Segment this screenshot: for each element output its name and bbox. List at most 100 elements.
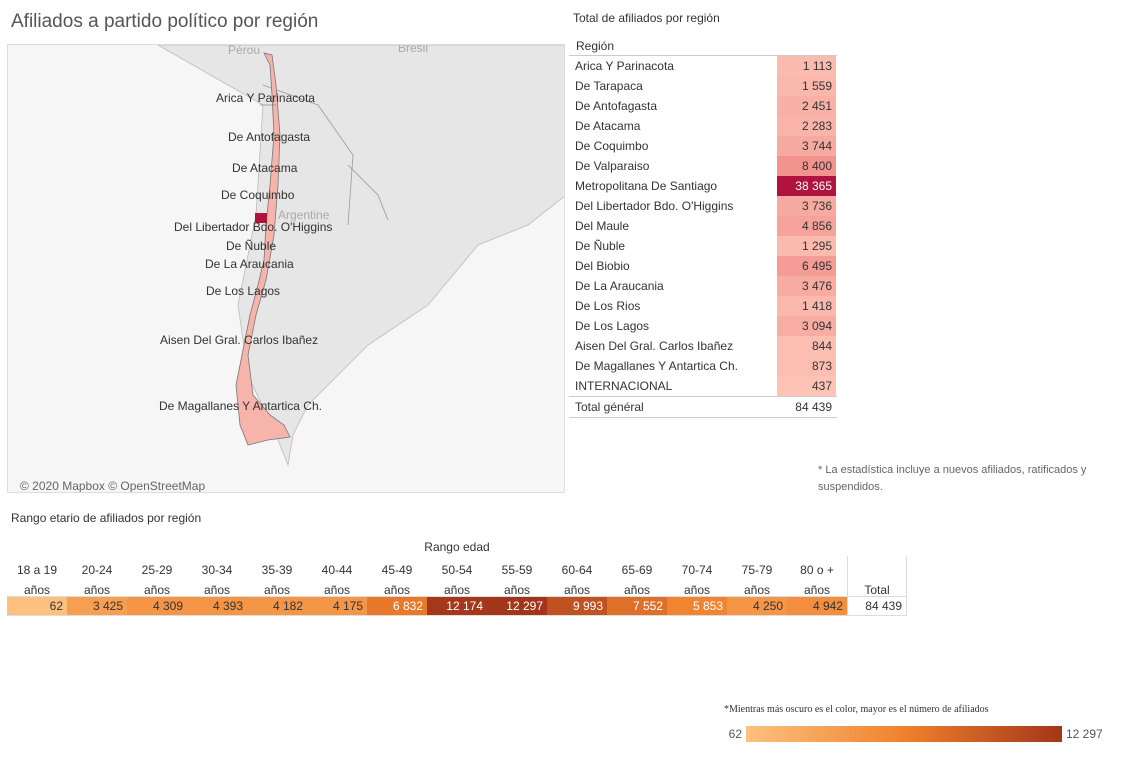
region-name: De La Araucania — [575, 279, 664, 293]
map: © 2020 Mapbox © OpenStreetMap Pérou Brési… — [7, 44, 565, 493]
column-header: 60-64 años — [561, 563, 593, 597]
age-table: 18 a 19 años 20-24 años 25-29 años 30-34 añ… — [7, 556, 907, 616]
region-name: De Valparaiso — [575, 159, 650, 173]
value-cell: 7 552 — [607, 597, 667, 615]
region-name: Del Libertador Bdo. O'Higgins — [575, 199, 734, 213]
table-row: INTERNACIONAL 437 — [569, 376, 837, 396]
region-name: De Magallanes Y Antartica Ch. — [575, 359, 738, 373]
value-cell: 844 — [777, 336, 836, 356]
legend-max: 12 297 — [1066, 727, 1103, 741]
chile-regions — [235, 52, 291, 446]
table-row: Del Maule 4 856 — [569, 216, 837, 236]
table-row: De Valparaiso 8 400 — [569, 156, 837, 176]
border — [262, 84, 354, 226]
table-row: De Ñuble 1 295 — [569, 236, 837, 256]
value-cell: 62 — [7, 597, 67, 615]
table-row: De Antofagasta 2 451 — [569, 96, 837, 116]
region-name: Metropolitana De Santiago — [575, 179, 718, 193]
value-cell: 12 297 — [487, 597, 547, 615]
region-label: Aisen Del Gral. Carlos Ibañez — [160, 333, 318, 347]
region-name: De Atacama — [575, 119, 641, 133]
value-cell: 9 993 — [547, 597, 607, 615]
table-row: De Tarapaca 1 559 — [569, 76, 837, 96]
region-name: INTERNACIONAL — [575, 379, 673, 393]
column-header: Total — [847, 556, 907, 597]
table-row: Del Biobio 6 495 — [569, 256, 837, 276]
value-cell: 1 295 — [777, 236, 836, 256]
region-label: Del Libertador Bdo. O'Higgins — [174, 220, 332, 234]
border — [347, 164, 389, 221]
total-cell: 84 439 — [847, 597, 907, 615]
table-row: De Atacama 2 283 — [569, 116, 837, 136]
value-cell: 12 174 — [427, 597, 487, 615]
value-cell: 2 451 — [777, 96, 836, 116]
value-cell: 3 744 — [777, 136, 836, 156]
value-cell: 8 400 — [777, 156, 836, 176]
region-name: Arica Y Parinacota — [575, 59, 674, 73]
value-cell: 3 094 — [777, 316, 836, 336]
region-name: De Coquimbo — [575, 139, 649, 153]
value-row: 62 3 425 4 309 4 393 4 182 4 175 6 832 12 174 12… — [7, 596, 907, 616]
column-header: 35-39 años — [261, 563, 293, 597]
value-cell: 3 425 — [67, 597, 127, 615]
value-cell: 4 175 — [307, 597, 367, 615]
column-header: 25-29 años — [141, 563, 173, 597]
table-row: Metropolitana De Santiago 38 365 — [569, 176, 837, 196]
value-cell: 4 309 — [127, 597, 187, 615]
region-label: Arica Y Parinacota — [216, 91, 315, 105]
value-cell: 1 559 — [777, 76, 836, 96]
table-title: Total de afiliados por región — [573, 11, 720, 25]
value-cell: 3 736 — [777, 196, 836, 216]
column-header: 40-44 años — [321, 563, 353, 597]
value-cell: 6 832 — [367, 597, 427, 615]
value-cell: 873 — [777, 356, 836, 376]
value-cell: 2 283 — [777, 116, 836, 136]
value-cell: 4 856 — [777, 216, 836, 236]
region-label: De Antofagasta — [228, 130, 310, 144]
region-label: De Magallanes Y Antartica Ch. — [159, 399, 322, 413]
value-cell: 4 393 — [187, 597, 247, 615]
column-header: 50-54 años — [441, 563, 473, 597]
column-header: 55-59 años — [501, 563, 533, 597]
map-attribution: © 2020 Mapbox © OpenStreetMap — [20, 479, 205, 493]
country-label: Brésil — [398, 44, 428, 55]
column-header: Región — [576, 39, 615, 53]
column-header: 70-74 años — [681, 563, 713, 597]
land — [157, 45, 564, 467]
dashboard-title: Afiliados a partido político por región — [11, 11, 319, 32]
value-cell: 5 853 — [667, 597, 727, 615]
column-header: 75-79 años — [741, 563, 773, 597]
column-header: 80 o + años — [800, 563, 834, 597]
region-name: Del Biobio — [575, 259, 630, 273]
region-name: De Los Rios — [575, 299, 641, 313]
table-row: De Los Lagos 3 094 — [569, 316, 837, 336]
value-cell: 3 476 — [777, 276, 836, 296]
region-label: De Los Lagos — [206, 284, 280, 298]
region-name: De Tarapaca — [575, 79, 643, 93]
region-label: De Atacama — [232, 161, 298, 175]
country-label: Pérou — [228, 44, 260, 57]
value-cell: 1 418 — [777, 296, 836, 316]
value-cell: 4 942 — [787, 597, 847, 615]
note: * La estadística incluye a nuevos afilia… — [818, 464, 1087, 493]
table-title: Rango etario de afiliados por región — [11, 511, 202, 525]
santiago-region — [255, 213, 267, 223]
legend-gradient — [746, 726, 1062, 742]
value-cell: 1 113 — [777, 56, 836, 76]
region-label: De Coquimbo — [221, 188, 295, 202]
column-header: 45-49 años — [381, 563, 413, 597]
total-name: Total général — [575, 400, 644, 414]
value-cell: 4 182 — [247, 597, 307, 615]
column-header: 20-24 años — [81, 563, 113, 597]
region-name: De Los Lagos — [575, 319, 650, 333]
table-row: De Magallanes Y Antartica Ch. 873 — [569, 356, 837, 376]
table-row: De La Araucania 3 476 — [569, 276, 837, 296]
table-row: De Los Rios 1 418 — [569, 296, 837, 316]
region-label: De La Araucania — [205, 257, 294, 271]
column-header: 18 a 19 años — [16, 563, 58, 597]
table-row: Arica Y Parinacota 1 113 — [569, 56, 837, 76]
region-name: De Antofagasta — [575, 99, 658, 113]
value-cell: 4 250 — [727, 597, 787, 615]
region-label: De Ñuble — [226, 239, 276, 253]
